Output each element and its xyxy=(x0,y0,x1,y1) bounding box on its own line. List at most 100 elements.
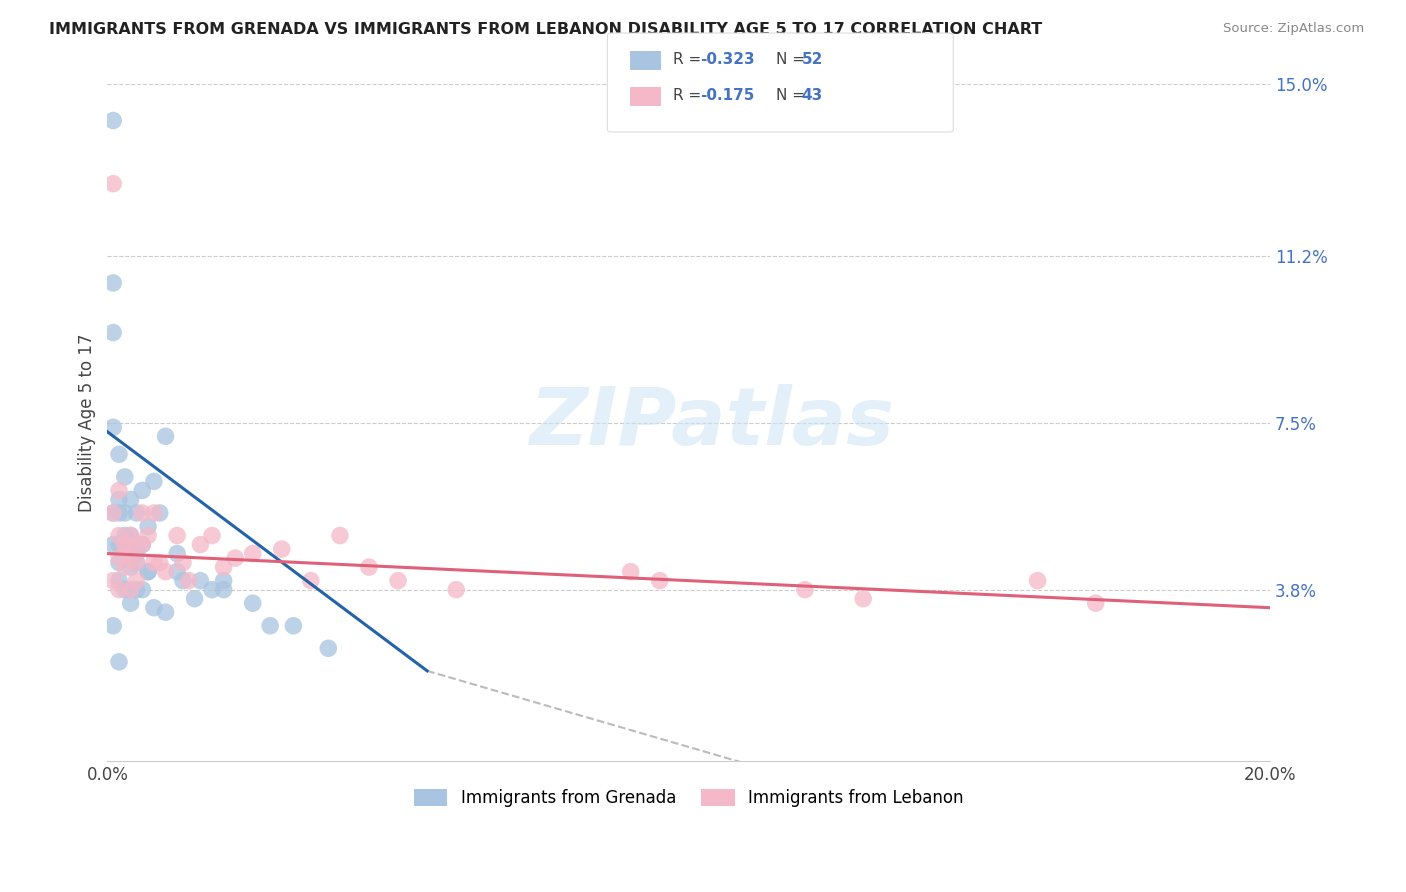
Text: 43: 43 xyxy=(801,88,823,103)
Point xyxy=(166,565,188,579)
Point xyxy=(648,574,671,588)
Point xyxy=(136,528,159,542)
Point xyxy=(131,582,153,597)
Text: -0.175: -0.175 xyxy=(700,88,755,103)
Point xyxy=(136,519,159,533)
Point xyxy=(120,560,142,574)
Point xyxy=(155,605,177,619)
Point xyxy=(270,542,292,557)
Point xyxy=(136,565,159,579)
Point xyxy=(283,619,305,633)
Text: -0.323: -0.323 xyxy=(700,53,755,67)
Point xyxy=(103,276,125,290)
Point xyxy=(108,537,131,551)
Point xyxy=(201,528,224,542)
Text: R =: R = xyxy=(673,53,707,67)
Point xyxy=(103,420,125,434)
Point xyxy=(212,560,235,574)
Point xyxy=(108,556,131,570)
Y-axis label: Disability Age 5 to 17: Disability Age 5 to 17 xyxy=(79,334,96,512)
Point xyxy=(114,560,136,574)
Point xyxy=(108,447,131,461)
Point xyxy=(125,537,148,551)
Point xyxy=(318,641,340,656)
Point xyxy=(201,582,224,597)
Point xyxy=(155,429,177,443)
Text: IMMIGRANTS FROM GRENADA VS IMMIGRANTS FROM LEBANON DISABILITY AGE 5 TO 17 CORREL: IMMIGRANTS FROM GRENADA VS IMMIGRANTS FR… xyxy=(49,22,1042,37)
Point xyxy=(108,528,131,542)
Point xyxy=(224,551,246,566)
Text: R =: R = xyxy=(673,88,707,103)
Point xyxy=(103,113,125,128)
Point xyxy=(142,506,165,520)
Point xyxy=(142,600,165,615)
Point xyxy=(142,475,165,489)
Point xyxy=(103,619,125,633)
Point xyxy=(108,655,131,669)
Point xyxy=(108,574,131,588)
Text: ZIPatlas: ZIPatlas xyxy=(530,384,894,462)
Point xyxy=(103,177,125,191)
Point xyxy=(149,556,172,570)
Point xyxy=(108,483,131,498)
Point xyxy=(114,470,136,484)
Point xyxy=(120,528,142,542)
Point xyxy=(114,537,136,551)
Point xyxy=(299,574,322,588)
Point xyxy=(131,537,153,551)
Point xyxy=(149,506,172,520)
Point xyxy=(212,574,235,588)
Point xyxy=(142,556,165,570)
Point xyxy=(114,506,136,520)
Point xyxy=(125,506,148,520)
Point xyxy=(108,492,131,507)
Point xyxy=(259,619,281,633)
Point xyxy=(852,591,875,606)
Point xyxy=(108,506,131,520)
Legend: Immigrants from Grenada, Immigrants from Lebanon: Immigrants from Grenada, Immigrants from… xyxy=(408,782,970,814)
Point xyxy=(166,528,188,542)
Point xyxy=(172,556,194,570)
Point xyxy=(620,565,643,579)
Point xyxy=(120,596,142,610)
Point xyxy=(125,582,148,597)
Point xyxy=(183,591,205,606)
Point xyxy=(387,574,409,588)
Point xyxy=(131,483,153,498)
Point xyxy=(103,326,125,340)
Point xyxy=(172,574,194,588)
Point xyxy=(125,556,148,570)
Point xyxy=(114,542,136,557)
Point xyxy=(120,542,142,557)
Point xyxy=(120,528,142,542)
Point xyxy=(120,492,142,507)
Point xyxy=(242,596,264,610)
Point xyxy=(444,582,467,597)
Point xyxy=(125,556,148,570)
Point xyxy=(177,574,200,588)
Text: N =: N = xyxy=(776,88,810,103)
Point xyxy=(155,565,177,579)
Point xyxy=(166,547,188,561)
Point xyxy=(242,547,264,561)
Point xyxy=(131,537,153,551)
Text: 52: 52 xyxy=(801,53,823,67)
Point xyxy=(329,528,352,542)
Point xyxy=(103,537,125,551)
Point xyxy=(103,506,125,520)
Point xyxy=(114,582,136,597)
Point xyxy=(114,537,136,551)
Point xyxy=(1084,596,1107,610)
Point xyxy=(1026,574,1049,588)
Text: N =: N = xyxy=(776,53,810,67)
Point xyxy=(103,574,125,588)
Point xyxy=(114,528,136,542)
Point xyxy=(125,574,148,588)
Point xyxy=(120,551,142,566)
Point xyxy=(108,582,131,597)
Point xyxy=(794,582,817,597)
Point xyxy=(120,582,142,597)
Point xyxy=(136,565,159,579)
Point xyxy=(190,537,212,551)
Point xyxy=(125,547,148,561)
